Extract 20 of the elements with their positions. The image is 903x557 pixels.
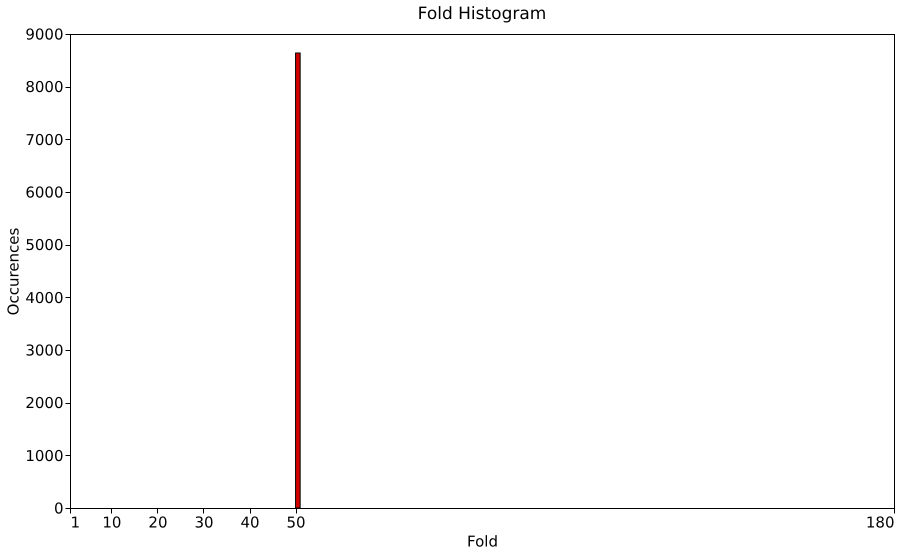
x-tick-label: 40 [240, 514, 260, 532]
x-tick-label: 20 [148, 514, 168, 532]
x-tick-label: 1 [70, 514, 80, 532]
y-tick-label: 1000 [25, 446, 64, 465]
y-tick-label: 8000 [25, 78, 64, 96]
y-tick-label: 0 [54, 500, 64, 518]
y-tick-label: 6000 [25, 184, 64, 202]
y-tick-label: 3000 [25, 342, 64, 360]
y-tick-label: 5000 [25, 236, 64, 254]
x-tick-label: 50 [286, 514, 306, 532]
x-tick-label: 30 [194, 514, 214, 532]
y-tick-label: 2000 [25, 394, 64, 412]
chart-title: Fold Histogram [418, 4, 546, 24]
x-tick-label: 180 [866, 514, 894, 532]
y-tick-label: 7000 [25, 130, 64, 149]
y-axis-title: Occurences [4, 227, 22, 316]
x-tick-label: 10 [102, 514, 122, 532]
x-axis-title: Fold [467, 532, 498, 550]
y-tick-label: 9000 [25, 26, 64, 44]
y-tick-label: 4000 [25, 288, 64, 307]
